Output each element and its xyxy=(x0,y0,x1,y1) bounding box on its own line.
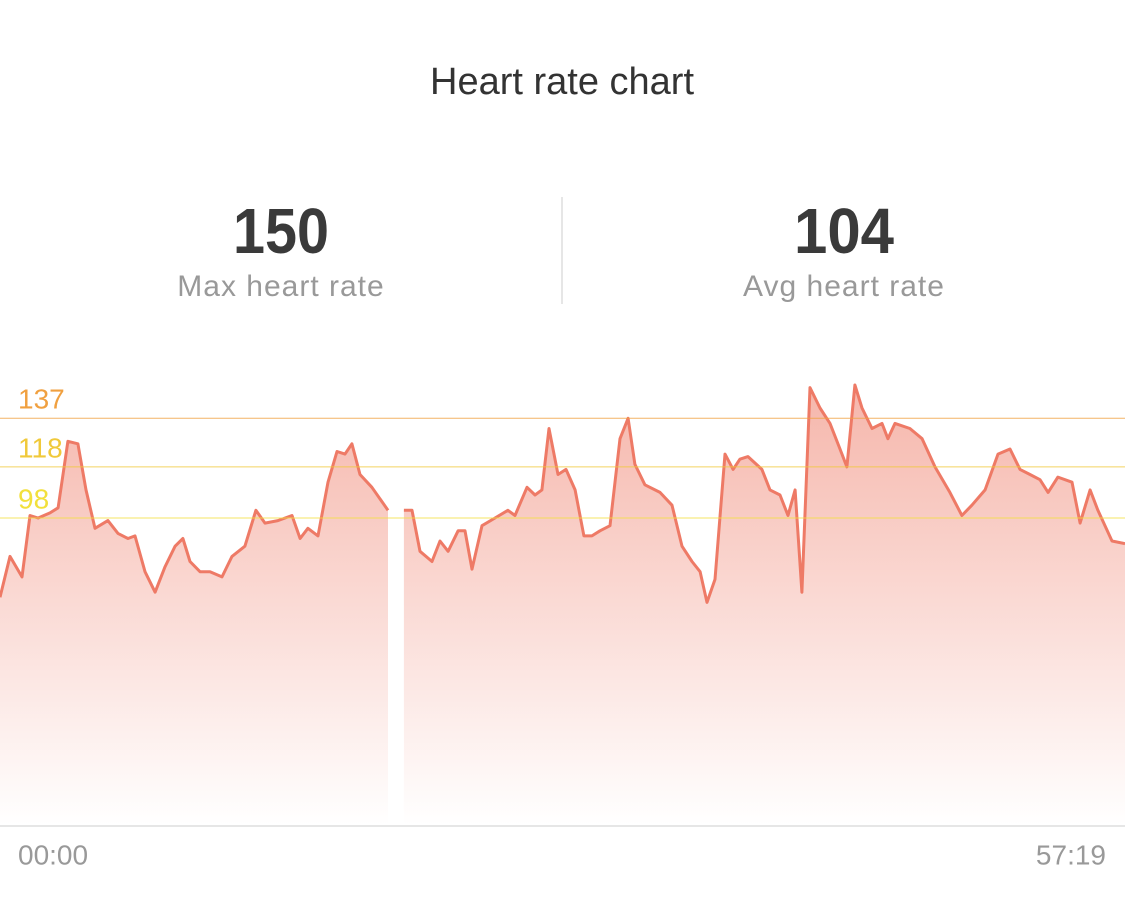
y-tick-label: 98 xyxy=(18,483,49,514)
x-tick-label: 00:00 xyxy=(18,839,88,870)
page-title: Heart rate chart xyxy=(430,61,694,103)
stat-value: 150 xyxy=(233,195,329,267)
y-tick-label: 137 xyxy=(18,384,65,415)
heart-rate-line xyxy=(0,383,1125,604)
plot: 98 118 137 00:00 57:19 xyxy=(0,383,1125,870)
stat-value: 104 xyxy=(794,195,894,267)
y-tick-label: 118 xyxy=(18,432,63,463)
area-fill xyxy=(0,385,1125,825)
stat-label: Max heart rate xyxy=(177,270,384,303)
stat-label: Avg heart rate xyxy=(743,270,945,303)
x-tick-label: 57:19 xyxy=(1036,839,1106,870)
